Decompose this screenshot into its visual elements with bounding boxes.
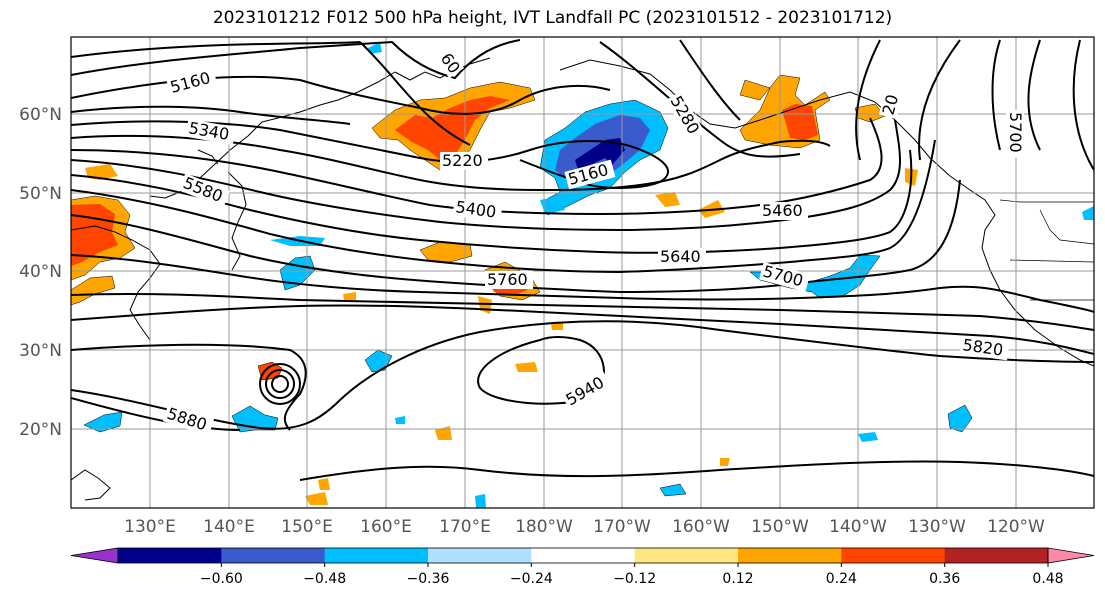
colorbar-tick-label: 0.24 [826, 571, 857, 587]
lon-label: 130°W [908, 517, 966, 537]
longitude-axis: 130°E 140°E 150°E 160°E 170°E 180°W 170°… [124, 517, 1045, 537]
colorbar-ticks: −0.60 −0.48 −0.36 −0.24 −0.12 0.12 0.24 0.36 0.4… [200, 563, 1064, 587]
latitude-axis: 60°N 50°N 40°N 30°N 20°N [19, 105, 62, 440]
colorbar-tick-label: 0.48 [1032, 571, 1063, 587]
lon-label: 130°E [124, 517, 176, 537]
lon-label: 170°E [439, 517, 491, 537]
lon-label: 180°W [515, 517, 573, 537]
colorbar-tick-label: −0.24 [510, 571, 553, 587]
colorbar: −0.60 −0.48 −0.36 −0.24 −0.12 0.12 0.24 0.36 0.4… [70, 547, 1095, 587]
colorbar-segment [944, 548, 1049, 563]
contour-label: 5460 [762, 201, 803, 220]
colorbar-segment [324, 548, 429, 563]
contour-label: 5220 [442, 151, 483, 170]
colorbar-tick-label: 0.12 [722, 571, 753, 587]
lon-label: 170°W [593, 517, 651, 537]
lat-label: 60°N [19, 105, 62, 125]
map-frame [70, 36, 1095, 509]
lon-label: 120°W [987, 517, 1045, 537]
contour-label: 5700 [1006, 112, 1025, 153]
lon-label: 160°E [360, 517, 412, 537]
colorbar-extend-min [70, 547, 119, 564]
contour-label: 5640 [660, 247, 701, 266]
colorbar-segment [841, 548, 946, 563]
colorbar-segment [118, 548, 222, 563]
lon-label: 150°W [751, 517, 809, 537]
colorbar-tick-label: −0.48 [303, 571, 346, 587]
colorbar-tick-label: 0.36 [929, 571, 960, 587]
lat-label: 40°N [19, 262, 62, 282]
colorbar-tick-label: −0.12 [613, 571, 656, 587]
colorbar-extend-max [1047, 547, 1095, 564]
contour-label: 20 [879, 92, 903, 117]
lat-label: 20°N [19, 420, 62, 440]
lon-label: 150°E [281, 517, 333, 537]
lat-label: 50°N [19, 184, 62, 204]
colorbar-tick-label: −0.36 [407, 571, 450, 587]
colorbar-outline [117, 547, 1049, 564]
lon-label: 140°E [203, 517, 255, 537]
colorbar-segment [634, 548, 739, 563]
colorbar-segment [428, 548, 532, 563]
colorbar-segment [531, 548, 636, 563]
colorbar-segment [738, 548, 842, 563]
colorbar-segment [221, 548, 326, 563]
lon-label: 140°W [829, 517, 887, 537]
contour-label: 5760 [487, 270, 528, 289]
lon-label: 160°W [672, 517, 730, 537]
height-contours [71, 39, 1094, 481]
map-title: 2023101212 F012 500 hPa height, IVT Land… [212, 8, 893, 28]
colorbar-tick-label: −0.60 [200, 571, 243, 587]
ivt-negative-shading [83, 42, 1094, 508]
colorbar-segments [70, 547, 1095, 564]
lat-label: 30°N [19, 341, 62, 361]
